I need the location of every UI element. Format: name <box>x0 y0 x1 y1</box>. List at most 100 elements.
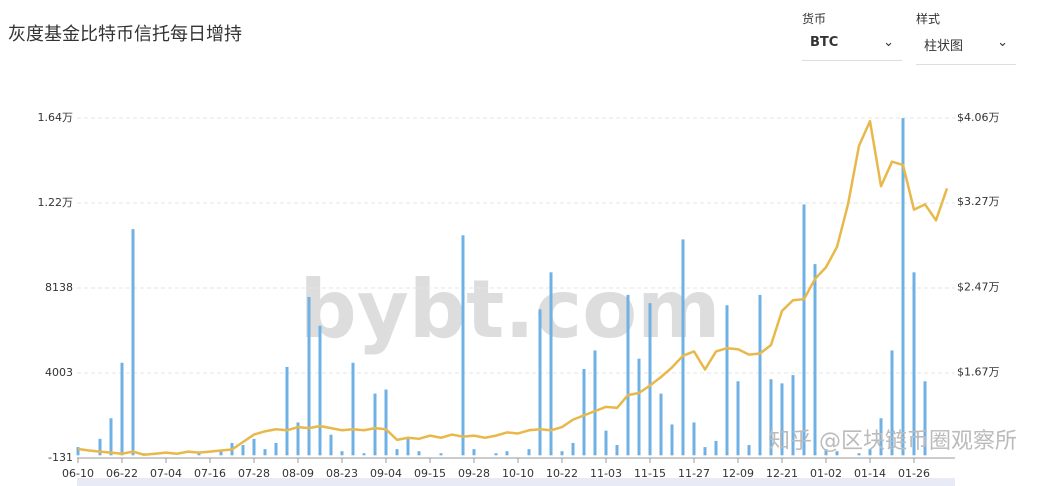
x-tick-label: 08-09 <box>282 467 314 480</box>
bar <box>263 449 267 456</box>
bar <box>340 451 344 456</box>
bar <box>582 368 586 456</box>
x-tick-label: 12-09 <box>722 467 754 480</box>
x-tick-label: 01-26 <box>898 467 930 480</box>
y2-tick-label: $1.67万 <box>957 366 1000 379</box>
y-tick-label: -131 <box>48 451 73 464</box>
bar <box>406 438 410 456</box>
bar <box>439 453 443 456</box>
bar <box>351 362 355 456</box>
bar <box>98 438 102 456</box>
bar <box>593 350 597 456</box>
select-value: 柱状图 <box>924 39 964 54</box>
y2-tick-label: $4.06万 <box>957 111 1000 124</box>
x-tick-label: 01-14 <box>854 467 886 480</box>
bar <box>131 229 135 456</box>
bar <box>362 453 366 456</box>
bar <box>395 449 399 456</box>
bar <box>703 447 707 456</box>
bar <box>923 381 927 456</box>
y-tick-label: 1.22万 <box>38 196 74 209</box>
x-tick-label: 10-10 <box>502 467 534 480</box>
x-tick-label: 08-23 <box>326 467 358 480</box>
bar <box>241 445 245 456</box>
watermark: bybt.com <box>299 263 720 356</box>
chevron: ⌄ <box>883 35 894 50</box>
bar <box>76 447 80 456</box>
bar <box>692 422 696 456</box>
bar <box>769 379 773 456</box>
bar <box>714 440 718 456</box>
bar <box>736 381 740 456</box>
bar <box>384 389 388 456</box>
bar <box>824 449 828 456</box>
x-tick-label: 09-04 <box>370 467 402 480</box>
select-value: BTC <box>810 35 839 50</box>
bar <box>329 434 333 456</box>
bar <box>791 375 795 456</box>
bar <box>274 442 278 456</box>
bar <box>318 325 322 456</box>
bar <box>494 453 498 456</box>
bar <box>626 294 630 456</box>
chart-title: 灰度基金比特币信托每日增持 <box>8 24 242 45</box>
y-tick-label: 4003 <box>45 366 73 379</box>
bar <box>659 393 663 456</box>
bar <box>670 424 674 456</box>
bar <box>296 422 300 456</box>
bar <box>681 239 685 456</box>
bar <box>912 272 916 456</box>
x-tick-label: 07-16 <box>194 467 226 480</box>
bar <box>604 430 608 456</box>
chevron: ⌄ <box>997 35 1008 50</box>
x-tick-label: 11-15 <box>634 467 666 480</box>
bar <box>780 383 784 456</box>
bar <box>835 451 839 456</box>
x-tick-label: 07-28 <box>238 467 270 480</box>
bar <box>890 350 894 456</box>
select[interactable]: 柱状图 ⌄ <box>916 35 1016 65</box>
style-control[interactable]: 样式 柱状图 ⌄ <box>916 10 1016 65</box>
x-tick-label: 06-10 <box>62 467 94 480</box>
bar <box>901 118 905 456</box>
x-tick-label: 11-27 <box>678 467 710 480</box>
y2-tick-label: $2.47万 <box>957 280 1000 293</box>
y-tick-label: 8138 <box>45 281 73 294</box>
bar <box>560 451 564 456</box>
bar <box>857 453 861 456</box>
bar <box>813 264 817 456</box>
bar <box>868 449 872 456</box>
x-tick-label: 09-15 <box>414 467 446 480</box>
x-tick-label: 01-02 <box>810 467 842 480</box>
bar <box>802 204 806 456</box>
y-tick-label: 1.64万 <box>38 111 74 124</box>
bar <box>252 438 256 456</box>
bar <box>758 294 762 456</box>
control-label: 货币 <box>802 12 827 26</box>
scroll-band <box>77 478 955 486</box>
x-tick-label: 09-28 <box>458 467 490 480</box>
bar <box>637 358 641 456</box>
bar <box>725 305 729 456</box>
y2-tick-label: $3.27万 <box>957 195 1000 208</box>
bar <box>120 362 124 456</box>
bar <box>285 366 289 456</box>
bar <box>417 451 421 456</box>
bar <box>527 449 531 456</box>
watermark: 知乎 @区块链币圈观察所 <box>768 429 1017 454</box>
price-line <box>77 119 949 457</box>
bar <box>549 272 553 456</box>
select[interactable]: BTC ⌄ <box>802 35 902 61</box>
currency-control[interactable]: 货币 BTC ⌄ <box>802 10 902 61</box>
bar <box>109 418 113 456</box>
bar <box>219 451 223 456</box>
bar <box>571 442 575 456</box>
x-tick-label: 11-03 <box>590 467 622 480</box>
control-label: 样式 <box>916 12 941 26</box>
bar <box>615 445 619 456</box>
bar <box>472 449 476 456</box>
x-tick-label: 07-04 <box>150 467 182 480</box>
bar <box>461 235 465 456</box>
